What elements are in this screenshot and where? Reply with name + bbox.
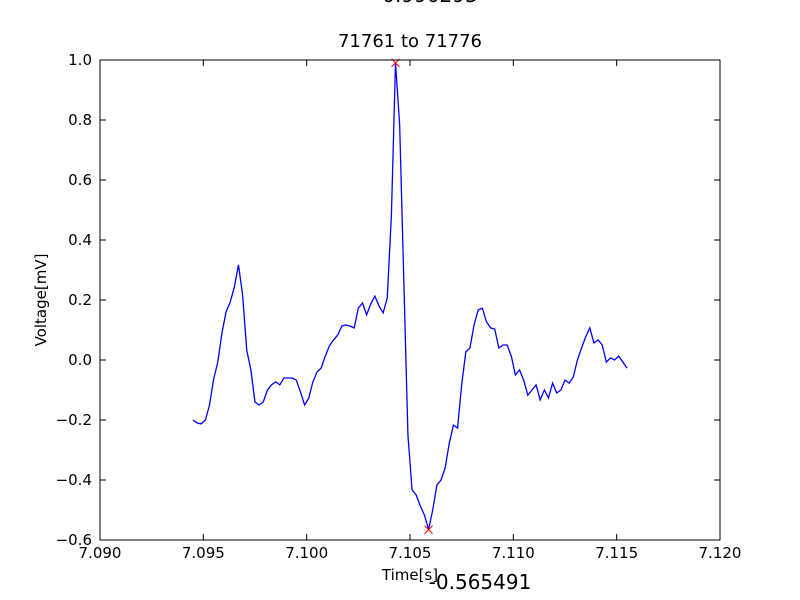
x-tick-label: 7.095: [182, 544, 225, 562]
x-tick-label: 7.115: [595, 544, 638, 562]
y-tick-label: 0.6: [68, 171, 92, 189]
y-tick-label: 0.4: [68, 231, 92, 249]
y-tick-label: −0.2: [56, 411, 92, 429]
plot-frame: [99, 59, 721, 541]
x-tick-label: 7.090: [79, 544, 122, 562]
min-annotation: -0.565491: [429, 570, 532, 594]
x-tick-label: 7.105: [389, 544, 432, 562]
y-tick-label: 1.0: [68, 51, 92, 69]
x-tick-label: 7.110: [492, 544, 535, 562]
y-tick-label: −0.6: [56, 531, 92, 549]
line-series: [192, 62, 628, 530]
max-annotation: 0.990293: [382, 0, 477, 7]
y-tick-label: 0.0: [68, 351, 92, 369]
x-tick-label: 7.100: [285, 544, 328, 562]
y-tick-label: 0.2: [68, 291, 92, 309]
x-axis-label: Time[s]: [381, 566, 438, 584]
y-axis-label: Voltage[mV]: [32, 254, 50, 347]
chart-title: 71761 to 71776: [338, 31, 482, 52]
x-tick-label: 7.120: [699, 544, 742, 562]
y-tick-label: −0.4: [56, 471, 92, 489]
y-tick-label: 0.8: [68, 111, 92, 129]
extremum-marker: [424, 525, 433, 535]
